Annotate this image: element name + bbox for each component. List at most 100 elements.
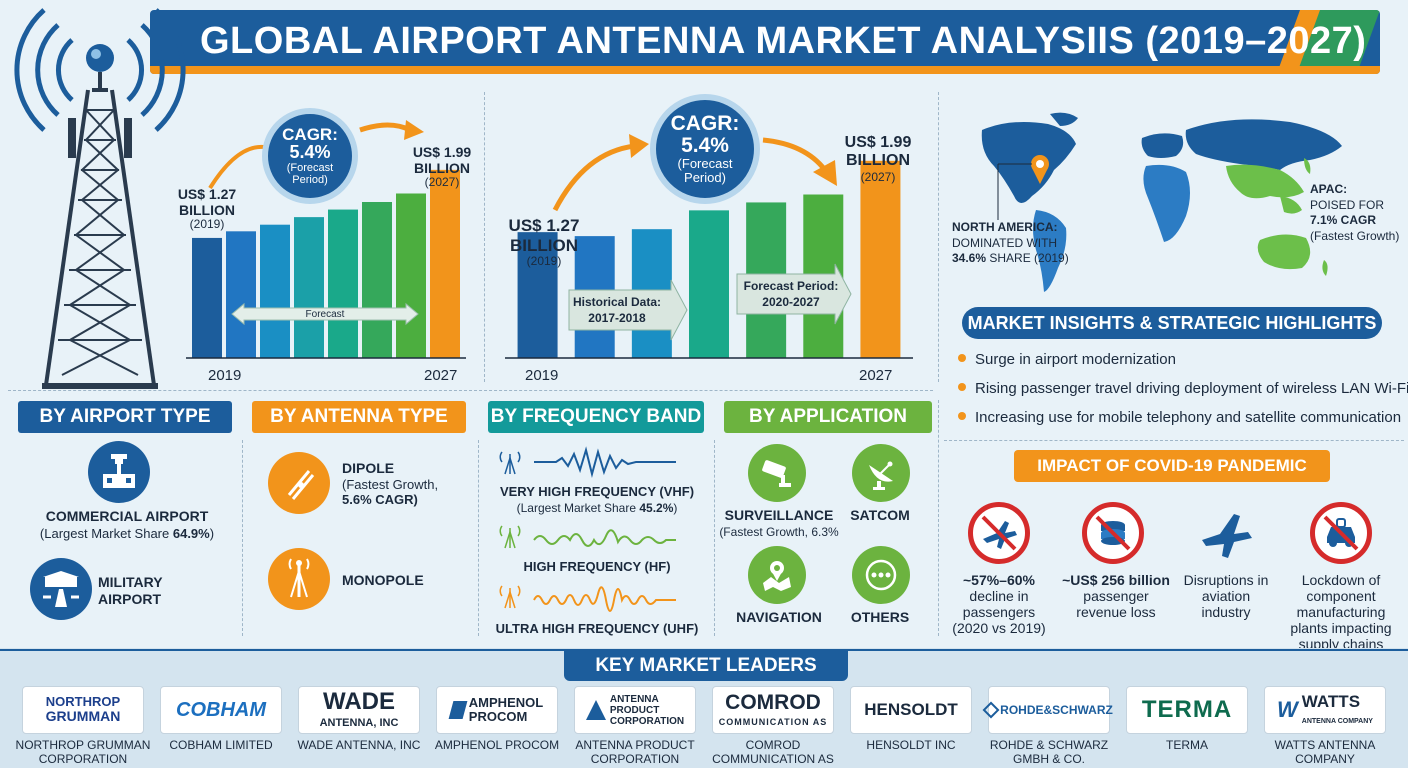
logo-watts-antenna: W WATTS ANTENNA COMPANY: [1264, 686, 1386, 734]
bar-2019: [192, 237, 222, 358]
growth-arrowhead: [629, 134, 649, 158]
bar-2025: [396, 193, 426, 358]
bar-2027: [430, 169, 460, 358]
growth-arrowhead: [813, 160, 837, 186]
logo-northrop-grumman: NORTHROP GRUMMAN: [22, 686, 144, 734]
world-map: [981, 112, 1342, 292]
insight-item: Surge in airport modernization: [958, 351, 1176, 368]
navigation-map-icon: [748, 546, 806, 604]
leaders-heading: KEY MARKET LEADERS: [564, 651, 848, 681]
chart-left: 2019 2027 Forecast: [186, 120, 466, 384]
antenna-tower-icon: [14, 8, 186, 389]
bar-2023: [328, 209, 358, 358]
chart-right: 2019 2027 Historical Data: 2017-2018 Forecas…: [505, 134, 913, 384]
others-label: OTHERS: [850, 609, 910, 625]
military-airport-label: MILITARY AIRPORT: [98, 574, 163, 607]
logo-comrod: COMROD COMMUNICATION AS: [712, 686, 834, 734]
divider: [944, 440, 1404, 441]
logo-cobham: COBHAM: [160, 686, 282, 734]
covid-passenger-decline: ~57%–60% decline in passengers (2020 vs 201…: [952, 572, 1046, 637]
airport-type-heading: BY AIRPORT TYPE: [18, 401, 232, 433]
cagr-label: CAGR:: [670, 111, 740, 135]
x-tick-start: 2019: [525, 367, 558, 384]
company-name: ANTENNA PRODUCT CORPORATION: [575, 738, 695, 767]
divider: [714, 440, 715, 636]
bar-2020: [226, 231, 256, 358]
insight-item: Rising passenger travel driving deployme…: [958, 380, 1408, 397]
surveillance-label: SURVEILLANCE (Fastest Growth, 6.3%: [719, 507, 839, 539]
antenna-type-heading: BY ANTENNA TYPE: [252, 401, 466, 433]
logo-hensoldt: HENSOLDT: [850, 686, 972, 734]
military-airport-icon: [30, 558, 92, 620]
cagr-value: 5.4%: [681, 133, 729, 157]
bar-2027: [860, 160, 901, 358]
company-name: AMPHENOL PROCOM: [434, 738, 560, 752]
hf-label: HIGH FREQUENCY (HF): [523, 559, 671, 574]
company-name: COMROD COMMUNICATION AS: [712, 738, 834, 767]
commercial-airport-label: COMMERCIAL AIRPORT (Largest Market Share …: [39, 508, 215, 541]
insight-item: Increasing use for mobile telephony and …: [958, 409, 1401, 426]
forecast-label: Forecast Period:: [744, 279, 839, 293]
surveillance-camera-icon: [748, 444, 806, 502]
application-heading: BY APPLICATION: [724, 401, 932, 433]
start-value-label-right: US$ 1.27 BILLION (2019): [508, 216, 580, 269]
historical-label: Historical Data:: [573, 295, 661, 309]
forecast-label: Forecast: [306, 309, 345, 320]
company-name: NORTHROP GRUMMAN CORPORATION: [15, 738, 151, 767]
dipole-antenna-icon: [268, 452, 330, 514]
growth-arrowhead: [404, 120, 424, 140]
commercial-airport-icon: [88, 441, 150, 503]
growth-arrow: [762, 137, 827, 172]
historical-years: 2017-2018: [588, 311, 646, 325]
divider: [0, 649, 1408, 651]
logo-terma: TERMA: [1126, 686, 1248, 734]
cagr-value: 5.4%: [289, 142, 331, 163]
growth-arrow: [359, 122, 412, 133]
satcom-label: SATCOM: [850, 507, 910, 523]
forecast-arrow: [736, 263, 852, 325]
divider: [478, 440, 479, 636]
navigation-label: NAVIGATION: [736, 609, 822, 625]
logo-rohde-schwarz: ROHDE&SCHWARZ: [982, 686, 1113, 734]
cagr-note: (Forecast Period): [677, 155, 733, 186]
historical-arrow: [568, 279, 688, 341]
logo-antenna-product: ANTENNA PRODUCT CORPORATION: [574, 686, 696, 734]
apac-callout: APAC: POISED FOR 7.1% CAGR (Fastest Growth): [1310, 182, 1400, 243]
logo-amphenol-procom: AMPHENOL PROCOM: [436, 686, 558, 734]
bar-2022: [689, 210, 729, 358]
divider: [484, 92, 485, 382]
covid-disruptions: Disruptions in aviation industry: [1183, 572, 1269, 621]
no-flight-icon: [968, 502, 1030, 564]
logo-wade-antenna: WADE ANTENNA, INC: [298, 686, 420, 734]
x-tick-end: 2027: [424, 367, 457, 384]
uhf-label: ULTRA HIGH FREQUENCY (UHF): [495, 621, 699, 636]
x-tick-end: 2027: [859, 367, 892, 384]
frequency-band-heading: BY FREQUENCY BAND: [488, 401, 704, 433]
cagr-note: (Forecast Period): [286, 162, 334, 187]
company-name: WATTS ANTENNA COMPANY: [1274, 738, 1376, 767]
no-revenue-icon: [1082, 502, 1144, 564]
growth-arrow: [552, 143, 636, 212]
vhf-label: VERY HIGH FREQUENCY (VHF) (Largest Market…: [499, 484, 695, 515]
bar-2019: [517, 232, 558, 358]
monopole-label: MONOPOLE: [342, 572, 424, 588]
divider: [938, 400, 939, 636]
title-band: [150, 10, 1380, 74]
bar-2022: [294, 217, 324, 358]
others-dots-icon: [852, 546, 910, 604]
insights-heading: MARKET INSIGHTS & STRATEGIC HIGHLIGHTS: [962, 307, 1382, 339]
north-america-callout: NORTH AMERICA: DOMINATED WITH 34.6% SHARE …: [952, 220, 1069, 266]
x-tick-start: 2019: [208, 367, 241, 384]
divider: [938, 92, 939, 382]
covid-heading: IMPACT OF COVID-19 PANDEMIC: [1014, 450, 1330, 482]
frequency-waves: [499, 446, 676, 612]
end-value-label-right: US$ 1.99 BILLION (2027): [844, 134, 912, 184]
satcom-dish-icon: [852, 444, 910, 502]
company-name: TERMA: [1166, 738, 1208, 752]
page-title: GLOBAL AIRPORT ANTENNA MARKET ANALYSIIS …: [200, 20, 1367, 62]
bar-2021: [260, 224, 290, 358]
airplane-icon: [1196, 504, 1256, 564]
forecast-arrow: [231, 302, 419, 326]
cagr-label: CAGR:: [282, 124, 338, 144]
company-name: WADE ANTENNA, INC: [297, 738, 421, 752]
